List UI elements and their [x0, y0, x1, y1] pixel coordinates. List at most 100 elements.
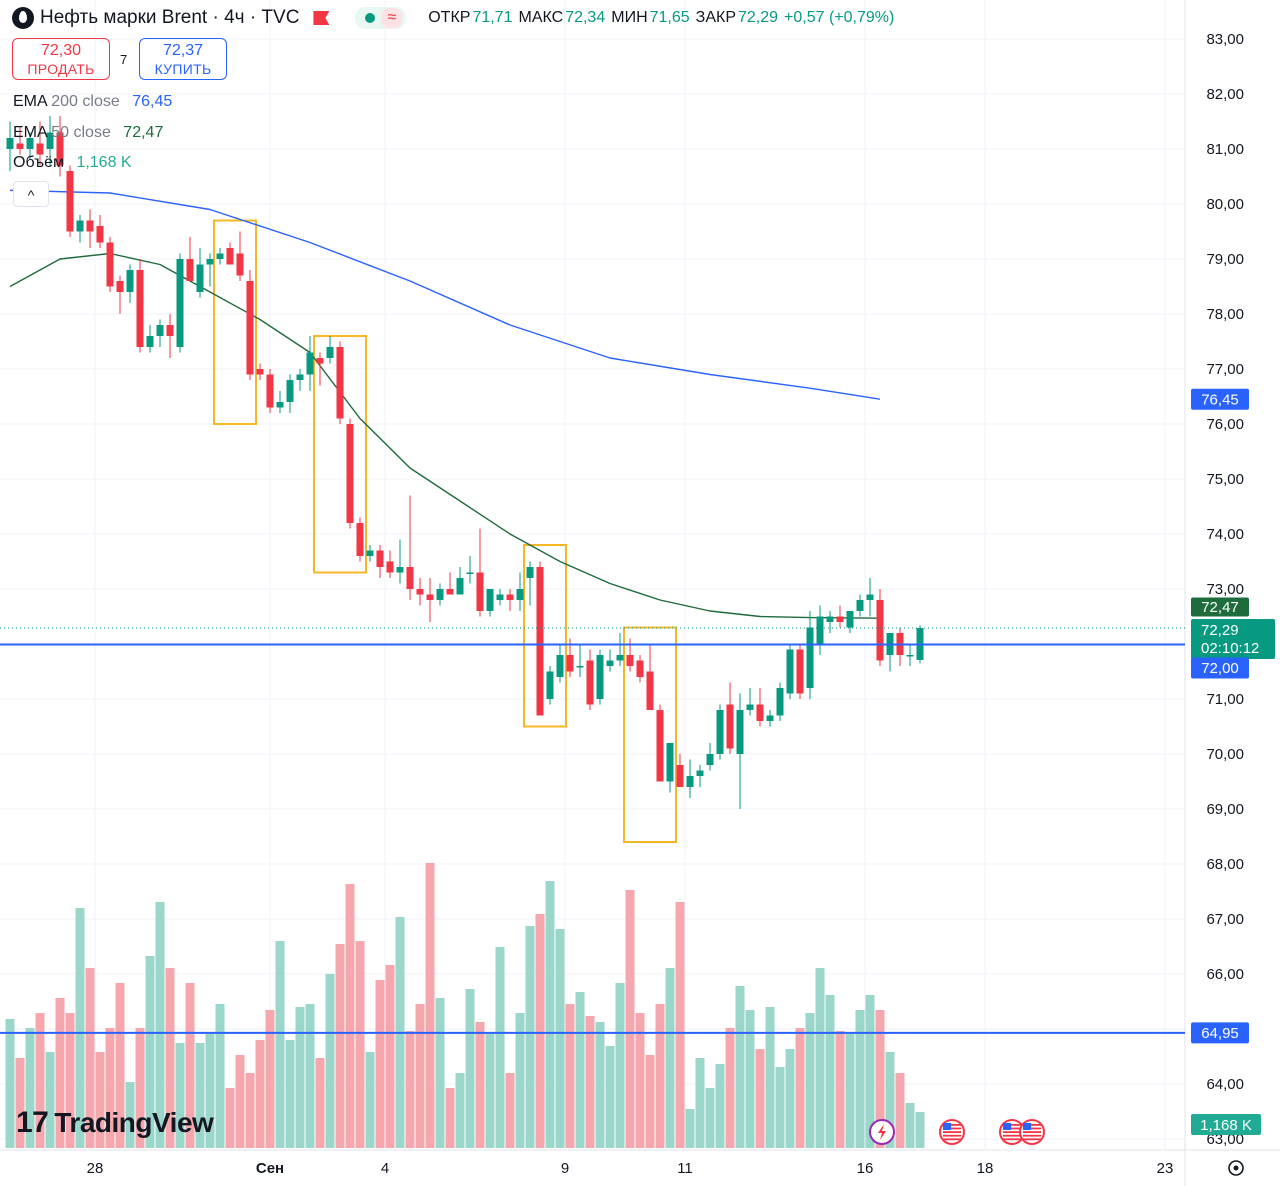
volume-bar: [115, 983, 125, 1148]
volume-bar: [715, 1064, 725, 1148]
volume-bar: [255, 1040, 265, 1148]
volume-bar: [445, 1088, 455, 1148]
ema50-price-label-text: 72,47: [1201, 599, 1239, 616]
indicator-value: 1,168 K: [76, 154, 132, 171]
market-status-pill[interactable]: ≈: [355, 7, 407, 29]
candle-body: [496, 594, 504, 600]
lightning-icon[interactable]: [869, 1119, 895, 1145]
price-tick-label: 76,00: [1206, 416, 1244, 433]
candle-body: [186, 259, 194, 281]
candle-body: [796, 649, 804, 694]
candle-body: [286, 380, 294, 402]
time-tick-label: 18: [977, 1160, 994, 1177]
hline-price-label-bg: [1191, 1022, 1249, 1044]
us-flag-icon-stripe: [943, 1131, 961, 1133]
volume-bar: [275, 941, 285, 1148]
us-flag-icon-canton: [1023, 1123, 1031, 1130]
ohlc-open-value: 71,71: [472, 9, 513, 26]
volume-bar: [645, 1055, 655, 1148]
us-flag-icon-stripe: [943, 1124, 961, 1126]
candle-body: [336, 347, 344, 419]
volume-bars: [5, 863, 925, 1148]
lightning-icon-bolt: [878, 1124, 886, 1140]
us-flag-icon[interactable]: [939, 1119, 965, 1145]
sell-button[interactable]: 72,30 ПРОДАТЬ: [12, 38, 110, 80]
volume-bar: [835, 1031, 845, 1148]
price-axis[interactable]: 83,00 82,00 81,00 80,00 79,00 78,00 77,00 76,00…: [1206, 31, 1244, 1148]
volume-bar: [855, 1010, 865, 1148]
us-flag-icon-canton: [1003, 1123, 1011, 1130]
indicator-volume[interactable]: Объём 1,168 K: [13, 154, 132, 172]
volume-bar: [635, 1013, 645, 1148]
volume-bar: [705, 1088, 715, 1148]
tradingview-logo[interactable]: 17 TradingView: [16, 1106, 214, 1140]
indicator-ema200[interactable]: EMA 200 close 76,45: [13, 93, 172, 111]
candle-body: [26, 138, 34, 149]
candle-body: [236, 253, 244, 276]
settings-icon[interactable]: [1228, 1160, 1244, 1176]
volume-bar: [155, 902, 165, 1148]
time-tick-label: 9: [561, 1160, 569, 1177]
candle-body: [576, 666, 584, 668]
candle-body: [6, 138, 14, 149]
horizontal-lines[interactable]: [0, 627, 1185, 1034]
volume-bar: [125, 1082, 135, 1148]
candle-body: [686, 776, 694, 787]
candle-body: [516, 589, 524, 600]
price-tick-label: 82,00: [1206, 86, 1244, 103]
price-tick-label: 79,00: [1206, 251, 1244, 268]
volume-bar: [735, 986, 745, 1148]
last-price-label-bg: [1191, 619, 1275, 659]
time-tick-label: 4: [381, 1160, 389, 1177]
candle-body: [616, 655, 624, 661]
volume-bar: [455, 1073, 465, 1148]
volume-bar: [915, 1112, 925, 1148]
volume-bar: [205, 1034, 215, 1148]
volume-bar: [515, 1013, 525, 1148]
volume-bar: [25, 1028, 35, 1148]
us-flag-icon-stripe: [1003, 1131, 1021, 1133]
volume-bar: [285, 1040, 295, 1148]
candle-body: [656, 710, 664, 782]
indicator-ema50[interactable]: EMA 50 close 72,47: [13, 124, 163, 142]
ema200-price-label: 76,45: [1191, 388, 1249, 410]
event-icons[interactable]: [869, 1119, 1045, 1145]
volume-bar: [15, 1058, 25, 1148]
symbol-title[interactable]: Нефть марки Brent · 4ч · TVC: [40, 7, 300, 28]
us-flag-icon[interactable]: [999, 1119, 1025, 1145]
candle-body: [216, 253, 224, 259]
candle-body: [156, 325, 164, 336]
volume-bar: [365, 1052, 375, 1148]
candle-body: [806, 627, 814, 688]
volume-bar: [35, 1013, 45, 1148]
volume-bar: [45, 1052, 55, 1148]
volume-bar: [535, 914, 545, 1148]
us-flag-icon[interactable]: [1019, 1119, 1045, 1145]
volume-bar: [815, 968, 825, 1148]
collapse-legend-button[interactable]: ^: [13, 181, 49, 207]
candle-body: [726, 704, 734, 749]
time-axis[interactable]: 28 Сен 4 9 11 16 18 23: [87, 1160, 1174, 1177]
indicator-name: EMA: [13, 93, 47, 110]
red-flag-icon[interactable]: [313, 11, 330, 25]
candle-body: [326, 347, 334, 358]
candle-body: [856, 600, 864, 611]
ohlc-change: +0,57 (+0,79%): [784, 9, 895, 26]
candle-body: [116, 281, 124, 292]
ohlc-close-label: ЗАКР: [695, 9, 736, 26]
candle-body: [166, 325, 174, 336]
buy-button[interactable]: 72,37 КУПИТЬ: [139, 38, 227, 80]
price-tick-label: 71,00: [1206, 691, 1244, 708]
candle-body: [46, 132, 54, 149]
candle-body: [296, 374, 304, 380]
us-flag-icon-stripe: [1023, 1138, 1041, 1141]
candle-body: [76, 220, 84, 232]
candle-body: [226, 248, 234, 265]
volume-bar: [825, 995, 835, 1148]
volume-bar: [565, 1004, 575, 1148]
volume-bar: [195, 1043, 205, 1148]
highlight-box: [213, 219, 257, 425]
